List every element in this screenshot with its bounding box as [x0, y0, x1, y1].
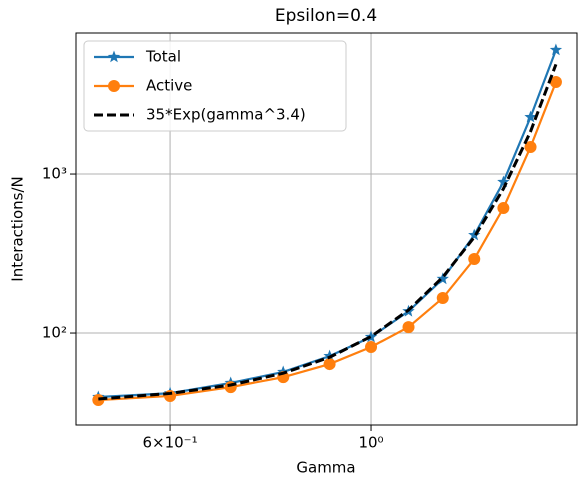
legend-box — [83, 40, 347, 132]
marker — [323, 349, 336, 362]
marker — [107, 50, 121, 63]
series-line — [98, 81, 557, 402]
marker — [436, 292, 449, 305]
marker — [436, 272, 449, 285]
marker — [108, 80, 120, 92]
series-line — [98, 63, 558, 401]
marker — [402, 321, 415, 334]
marker — [365, 340, 378, 353]
marker — [468, 228, 481, 241]
marker — [164, 389, 177, 402]
marker — [497, 175, 510, 188]
y-tick-label: 10³ — [42, 165, 67, 183]
plot-frame — [75, 32, 578, 426]
legend-label: Total — [145, 48, 181, 66]
marker — [323, 358, 336, 371]
marker — [549, 43, 563, 56]
y-tick-label: 10² — [42, 324, 67, 342]
marker — [92, 394, 105, 407]
marker — [468, 253, 481, 266]
marker — [497, 202, 510, 215]
y-axis-label: Interactions/N — [9, 176, 27, 281]
legend-label: Active — [146, 77, 192, 95]
marker — [549, 76, 562, 89]
x-tick-label: 10⁰ — [358, 434, 383, 452]
legend-label: 35*Exp(gamma^3.4) — [146, 106, 306, 124]
x-axis-label: Gamma — [296, 459, 355, 477]
chart-title: Epsilon=0.4 — [275, 6, 377, 26]
marker — [364, 330, 378, 343]
marker — [524, 110, 537, 123]
x-tick-label: 6×10⁻¹ — [142, 434, 197, 452]
marker — [524, 140, 537, 153]
